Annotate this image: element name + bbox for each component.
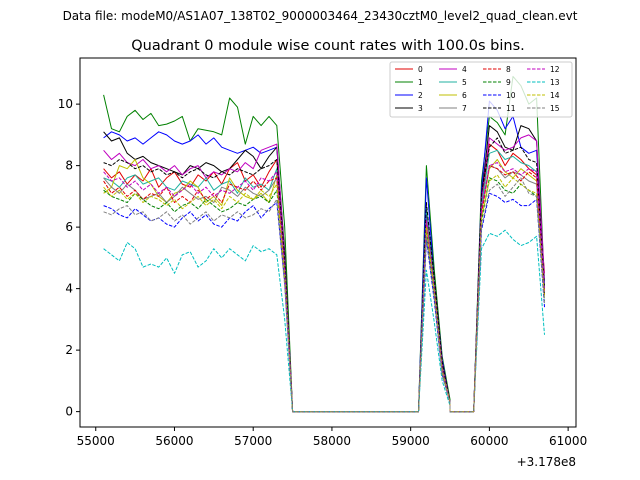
legend-label-13: 13 <box>550 78 560 87</box>
series-line-13 <box>103 229 545 413</box>
chart-title: Quadrant 0 module wise count rates with … <box>131 38 525 54</box>
legend-box <box>389 61 573 118</box>
series-line-4 <box>103 134 545 413</box>
legend-label-2: 2 <box>418 91 423 100</box>
series-line-5 <box>103 149 545 413</box>
series-line-12 <box>103 162 545 413</box>
y-tick-label: 0 <box>65 405 73 419</box>
legend-label-0: 0 <box>418 65 423 74</box>
y-tick-label: 2 <box>65 343 73 357</box>
y-tick-label: 4 <box>65 282 73 296</box>
series-line-8 <box>103 165 545 413</box>
series-line-14 <box>103 174 545 413</box>
x-tick-label: 59000 <box>392 434 430 448</box>
legend-label-8: 8 <box>506 65 511 74</box>
axes-ticks: 55000 56000 57000 58000 59000 60000 61000 0 2 4 6 8… <box>58 97 588 448</box>
x-tick-label: 57000 <box>234 434 272 448</box>
legend-label-6: 6 <box>462 91 467 100</box>
series-line-6 <box>103 159 545 413</box>
legend-label-12: 12 <box>550 65 560 74</box>
legend-label-3: 3 <box>418 104 423 113</box>
series-line-11 <box>103 137 545 413</box>
series-line-10 <box>103 192 545 413</box>
series-line-15 <box>103 177 545 413</box>
x-offset-label: +3.178e8 <box>517 455 576 469</box>
legend-label-1: 1 <box>418 78 423 87</box>
x-tick-label: 60000 <box>470 434 508 448</box>
x-tick-label: 55000 <box>77 434 115 448</box>
series-line-2 <box>103 100 545 413</box>
legend-label-5: 5 <box>462 78 467 87</box>
series-line-0 <box>103 143 545 413</box>
legend-label-10: 10 <box>506 91 516 100</box>
x-tick-label: 58000 <box>313 434 351 448</box>
x-tick-label: 61000 <box>549 434 587 448</box>
plot-frame <box>79 57 577 428</box>
y-tick-label: 10 <box>58 97 73 111</box>
x-tick-label: 56000 <box>155 434 193 448</box>
legend-label-7: 7 <box>462 104 467 113</box>
legend-label-14: 14 <box>550 91 560 100</box>
legend-label-11: 11 <box>506 104 516 113</box>
figure-suptitle: Data file: modeM0/AS1A07_138T02_90000034… <box>63 9 578 23</box>
series-line-1 <box>103 75 545 413</box>
y-tick-label: 6 <box>65 220 73 234</box>
series-line-3 <box>103 125 545 413</box>
legend-label-15: 15 <box>550 104 560 113</box>
legend-label-9: 9 <box>506 78 511 87</box>
y-tick-label: 8 <box>65 159 73 173</box>
legend-label-4: 4 <box>462 65 467 74</box>
series-layer <box>103 75 545 413</box>
